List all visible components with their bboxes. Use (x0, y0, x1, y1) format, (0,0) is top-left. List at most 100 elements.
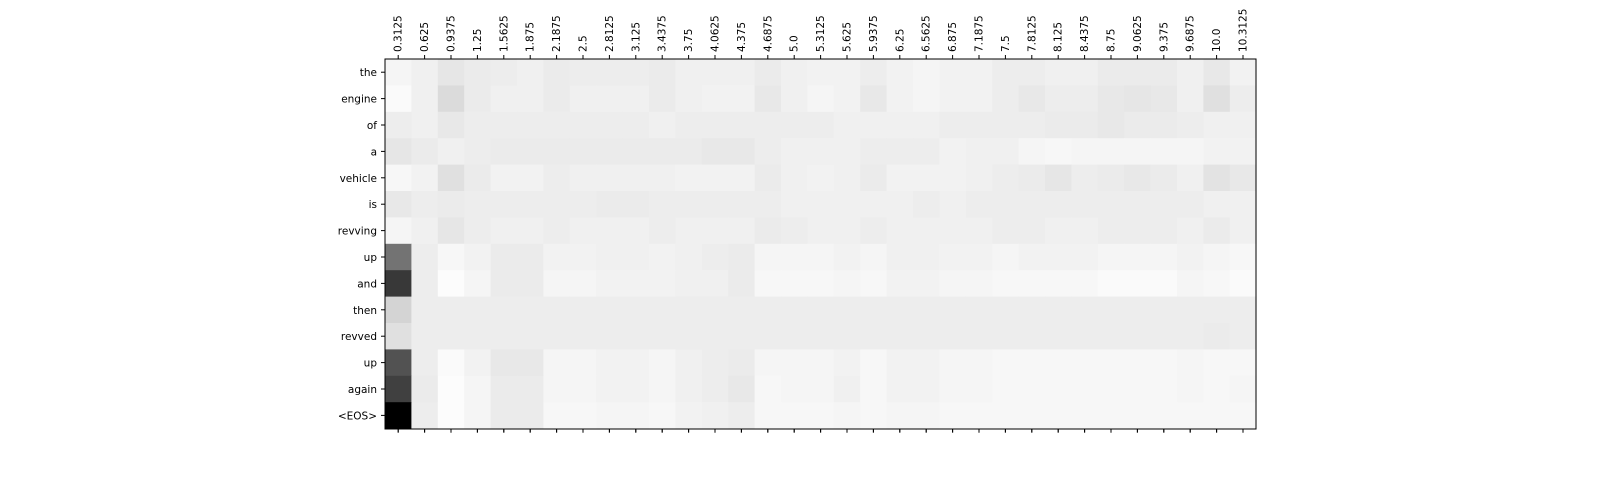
heatmap-cell (1018, 349, 1046, 377)
heatmap-cell (833, 296, 861, 324)
heatmap-cell (860, 296, 887, 324)
heatmap-cell (569, 217, 597, 245)
heatmap-cell (833, 323, 861, 350)
heatmap-cell (622, 217, 650, 245)
heatmap-cell (517, 375, 544, 403)
heatmap-cell (1203, 296, 1231, 324)
heatmap-cell (701, 270, 729, 297)
heatmap-cell (1229, 111, 1257, 139)
heatmap-cell (939, 138, 967, 165)
y-tick-label: again (348, 384, 377, 396)
heatmap-cell (913, 296, 940, 324)
heatmap-cell (833, 59, 861, 86)
heatmap-cell (649, 402, 676, 429)
heatmap-cell (965, 323, 993, 350)
heatmap-cell (1203, 375, 1231, 403)
heatmap-cell (1150, 270, 1178, 297)
heatmap-cell (649, 85, 676, 113)
heatmap-cell (1177, 402, 1204, 429)
heatmap-cell (675, 270, 703, 297)
heatmap-cell (675, 217, 703, 245)
heatmap-cell (1071, 270, 1099, 297)
heatmap-cell (1071, 138, 1099, 165)
heatmap-cell (1097, 375, 1125, 403)
heatmap-cell (939, 270, 967, 297)
y-axis-labels: the engine of a vehicle is revving up and then rev… (338, 67, 378, 422)
heatmap-cell (860, 323, 887, 350)
y-tick-label: of (367, 120, 377, 132)
heatmap-cell (992, 85, 1019, 113)
heatmap-cell (781, 191, 808, 218)
heatmap-cell (569, 111, 597, 139)
heatmap-cell (675, 164, 703, 192)
heatmap-cell (675, 59, 703, 86)
heatmap-cell (728, 59, 755, 86)
x-axis-labels: 0.3125 0.625 0.9375 1.25 1.5625 1.875 2.1875 2.… (393, 9, 1250, 52)
heatmap-cell (807, 191, 835, 218)
heatmap-cell (754, 85, 782, 113)
heatmap-cell (1071, 85, 1099, 113)
heatmap-cell (649, 296, 676, 324)
x-tick-label: 4.375 (736, 22, 748, 52)
heatmap-cell (675, 323, 703, 350)
heatmap-cell (992, 270, 1019, 297)
heatmap-cell (1229, 323, 1257, 350)
heatmap-cell (1203, 85, 1231, 113)
heatmap-cell (569, 164, 597, 192)
heatmap-cell (569, 323, 597, 350)
heatmap-cell (569, 191, 597, 218)
heatmap-cell (649, 59, 676, 86)
heatmap-cell (860, 243, 887, 271)
heatmap-cell (543, 217, 571, 245)
heatmap-cell (886, 402, 914, 429)
heatmap-cell (517, 270, 544, 297)
heatmap-cell (1045, 164, 1072, 192)
heatmap-cell (754, 59, 782, 86)
y-tick-label: the (360, 67, 377, 79)
heatmap-cell (807, 138, 835, 165)
heatmap-cell (1150, 323, 1178, 350)
heatmap-cell (781, 138, 808, 165)
heatmap-cell (464, 402, 491, 429)
heatmap-cell (385, 191, 412, 218)
heatmap-cell (701, 375, 729, 403)
heatmap-cell (701, 217, 729, 245)
heatmap-cell (781, 375, 808, 403)
heatmap-cell (517, 243, 544, 271)
heatmap-cell (1018, 270, 1046, 297)
heatmap-cell (754, 270, 782, 297)
heatmap-cell (781, 349, 808, 377)
x-tick-label: 0.625 (419, 22, 431, 52)
heatmap-cell (992, 296, 1019, 324)
x-tick-label: 9.375 (1158, 22, 1170, 52)
heatmap-cell (385, 243, 412, 271)
heatmap-cell (965, 375, 993, 403)
heatmap-cell (1045, 59, 1072, 86)
heatmap-cell (913, 59, 940, 86)
heatmap-cell (992, 243, 1019, 271)
heatmap-cell (1177, 59, 1204, 86)
heatmap-cell (411, 243, 439, 271)
heatmap-cell (1097, 296, 1125, 324)
heatmap-cell (569, 85, 597, 113)
heatmap-cell (1124, 217, 1151, 245)
heatmap-cell (1097, 402, 1125, 429)
heatmap-cell (543, 164, 571, 192)
x-tick-label: 5.0 (789, 35, 801, 52)
heatmap-cell (1018, 85, 1046, 113)
heatmap-cell (1203, 111, 1231, 139)
heatmap-cell (1229, 59, 1257, 86)
heatmap-cell (728, 270, 755, 297)
heatmap-cell (1229, 402, 1257, 429)
heatmap-cell (517, 164, 544, 192)
heatmap-cell (596, 59, 623, 86)
heatmap-cell (596, 270, 623, 297)
y-tick-label: engine (341, 94, 377, 106)
heatmap-cell (1203, 402, 1231, 429)
y-tick-label: revved (341, 331, 377, 343)
heatmap-cell (1150, 243, 1178, 271)
heatmap-cell (965, 270, 993, 297)
heatmap-cell (1045, 243, 1072, 271)
heatmap-cell (860, 191, 887, 218)
heatmap-cell (913, 85, 940, 113)
